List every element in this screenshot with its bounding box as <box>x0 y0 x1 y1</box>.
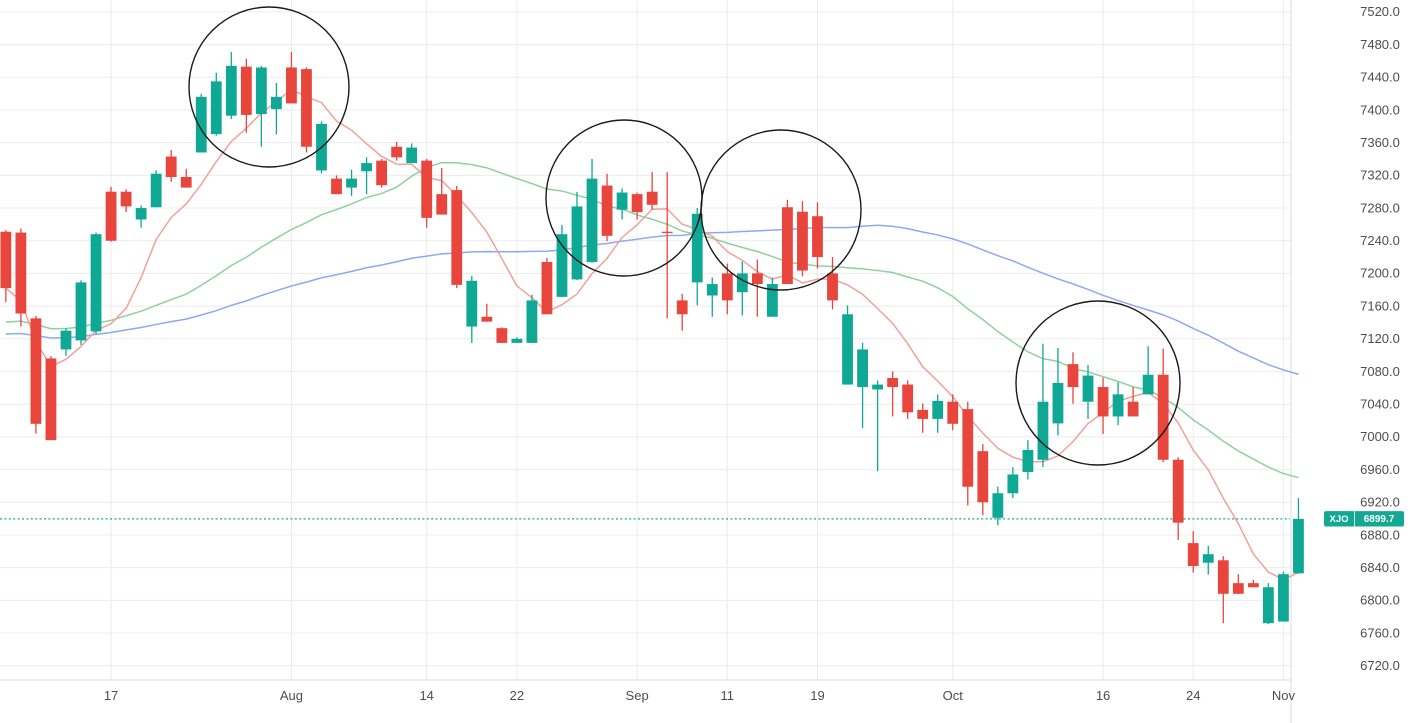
svg-text:7320.0: 7320.0 <box>1360 168 1400 183</box>
svg-text:6720.0: 6720.0 <box>1360 658 1400 673</box>
svg-text:14: 14 <box>419 688 433 703</box>
svg-text:Nov: Nov <box>1272 688 1296 703</box>
svg-text:Oct: Oct <box>943 688 964 703</box>
svg-text:7080.0: 7080.0 <box>1360 364 1400 379</box>
svg-text:19: 19 <box>810 688 824 703</box>
svg-text:7520.0: 7520.0 <box>1360 4 1400 19</box>
svg-text:7440.0: 7440.0 <box>1360 70 1400 85</box>
svg-text:17: 17 <box>104 688 118 703</box>
svg-text:6899.7: 6899.7 <box>1364 514 1395 525</box>
svg-text:Aug: Aug <box>280 688 303 703</box>
svg-text:7160.0: 7160.0 <box>1360 298 1400 313</box>
svg-text:11: 11 <box>721 688 735 703</box>
svg-text:7400.0: 7400.0 <box>1360 102 1400 117</box>
svg-text:6880.0: 6880.0 <box>1360 527 1400 542</box>
svg-text:7200.0: 7200.0 <box>1360 266 1400 281</box>
svg-text:7480.0: 7480.0 <box>1360 37 1400 52</box>
svg-text:6800.0: 6800.0 <box>1360 593 1400 608</box>
svg-text:7040.0: 7040.0 <box>1360 396 1400 411</box>
svg-text:6840.0: 6840.0 <box>1360 560 1400 575</box>
svg-text:7120.0: 7120.0 <box>1360 331 1400 346</box>
svg-text:6760.0: 6760.0 <box>1360 625 1400 640</box>
svg-text:Sep: Sep <box>626 688 649 703</box>
svg-text:6920.0: 6920.0 <box>1360 495 1400 510</box>
svg-text:XJO: XJO <box>1329 514 1348 525</box>
svg-text:22: 22 <box>510 688 524 703</box>
svg-text:7240.0: 7240.0 <box>1360 233 1400 248</box>
svg-text:6960.0: 6960.0 <box>1360 462 1400 477</box>
svg-text:7000.0: 7000.0 <box>1360 429 1400 444</box>
svg-text:7360.0: 7360.0 <box>1360 135 1400 150</box>
svg-text:16: 16 <box>1096 688 1110 703</box>
svg-text:7280.0: 7280.0 <box>1360 200 1400 215</box>
svg-text:24: 24 <box>1186 688 1200 703</box>
